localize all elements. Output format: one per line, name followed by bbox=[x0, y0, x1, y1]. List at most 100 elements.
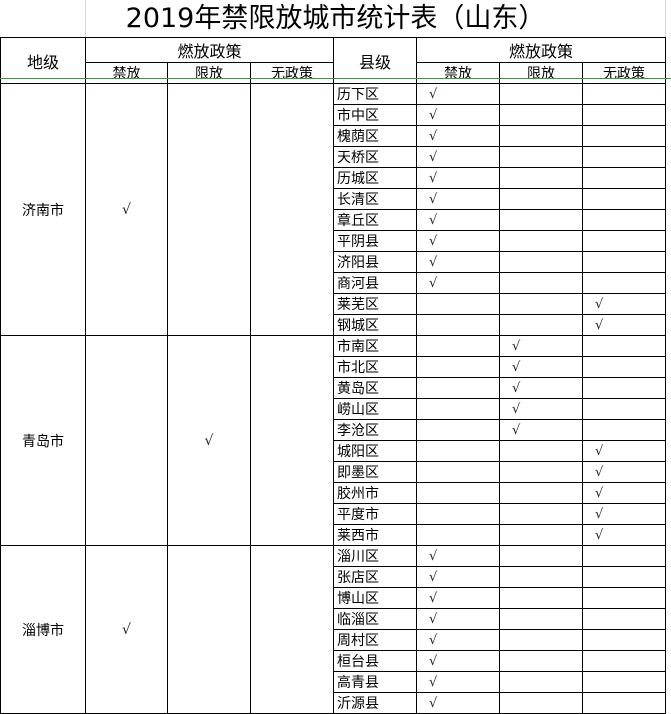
city-name[interactable]: 济南市 bbox=[0, 83, 86, 336]
county-name[interactable]: 临淄区 bbox=[333, 608, 417, 630]
county-policy-cell[interactable]: √ bbox=[499, 356, 583, 378]
county-policy-cell[interactable]: √ bbox=[416, 188, 500, 210]
county-name[interactable]: 历下区 bbox=[333, 83, 417, 105]
county-policy-cell[interactable] bbox=[582, 398, 666, 420]
county-policy-cell[interactable] bbox=[499, 650, 583, 672]
county-policy-cell[interactable]: √ bbox=[416, 608, 500, 630]
header-none[interactable]: 无政策 bbox=[250, 62, 334, 84]
city-policy-cell[interactable] bbox=[167, 83, 251, 336]
county-policy-cell[interactable] bbox=[499, 482, 583, 504]
county-policy-cell[interactable] bbox=[499, 608, 583, 630]
county-name[interactable]: 历城区 bbox=[333, 167, 417, 189]
county-name[interactable]: 李沧区 bbox=[333, 419, 417, 441]
county-policy-cell[interactable] bbox=[582, 419, 666, 441]
county-name[interactable]: 高青县 bbox=[333, 671, 417, 693]
county-policy-cell[interactable] bbox=[582, 587, 666, 609]
county-policy-cell[interactable]: √ bbox=[499, 335, 583, 357]
header-policy-group[interactable]: 燃放政策 bbox=[85, 37, 334, 63]
header-limit[interactable]: 限放 bbox=[499, 62, 583, 84]
county-policy-cell[interactable]: √ bbox=[416, 587, 500, 609]
county-policy-cell[interactable]: √ bbox=[499, 398, 583, 420]
county-policy-cell[interactable]: √ bbox=[416, 230, 500, 252]
county-name[interactable]: 市中区 bbox=[333, 104, 417, 126]
city-policy-cell[interactable] bbox=[85, 335, 168, 546]
county-policy-cell[interactable] bbox=[582, 272, 666, 294]
county-name[interactable]: 莱芜区 bbox=[333, 293, 417, 315]
county-policy-cell[interactable] bbox=[582, 545, 666, 567]
county-policy-cell[interactable] bbox=[499, 566, 583, 588]
county-policy-cell[interactable] bbox=[499, 251, 583, 273]
county-policy-cell[interactable] bbox=[416, 335, 500, 357]
county-name[interactable]: 张店区 bbox=[333, 566, 417, 588]
county-policy-cell[interactable] bbox=[499, 167, 583, 189]
county-policy-cell[interactable] bbox=[582, 377, 666, 399]
county-policy-cell[interactable] bbox=[582, 104, 666, 126]
city-policy-cell[interactable] bbox=[250, 83, 334, 336]
county-policy-cell[interactable]: √ bbox=[582, 461, 666, 483]
county-policy-cell[interactable]: √ bbox=[416, 83, 500, 105]
county-policy-cell[interactable] bbox=[582, 209, 666, 231]
county-policy-cell[interactable] bbox=[582, 650, 666, 672]
county-name[interactable]: 天桥区 bbox=[333, 146, 417, 168]
county-policy-cell[interactable] bbox=[416, 440, 500, 462]
county-name[interactable]: 市北区 bbox=[333, 356, 417, 378]
county-policy-cell[interactable] bbox=[499, 524, 583, 546]
county-name[interactable]: 章丘区 bbox=[333, 209, 417, 231]
header-ban[interactable]: 禁放 bbox=[416, 62, 500, 84]
county-name[interactable]: 黄岛区 bbox=[333, 377, 417, 399]
county-policy-cell[interactable]: √ bbox=[416, 209, 500, 231]
county-policy-cell[interactable] bbox=[582, 251, 666, 273]
county-name[interactable]: 钢城区 bbox=[333, 314, 417, 336]
county-policy-cell[interactable] bbox=[499, 314, 583, 336]
county-policy-cell[interactable]: √ bbox=[499, 377, 583, 399]
county-policy-cell[interactable] bbox=[416, 503, 500, 525]
county-name[interactable]: 商河县 bbox=[333, 272, 417, 294]
county-policy-cell[interactable] bbox=[582, 629, 666, 651]
header-ban[interactable]: 禁放 bbox=[85, 62, 168, 84]
county-name[interactable]: 槐荫区 bbox=[333, 125, 417, 147]
county-policy-cell[interactable] bbox=[499, 293, 583, 315]
county-policy-cell[interactable] bbox=[582, 167, 666, 189]
county-policy-cell[interactable] bbox=[499, 587, 583, 609]
county-policy-cell[interactable] bbox=[416, 377, 500, 399]
county-policy-cell[interactable]: √ bbox=[582, 440, 666, 462]
county-policy-cell[interactable] bbox=[416, 398, 500, 420]
county-policy-cell[interactable] bbox=[416, 293, 500, 315]
county-policy-cell[interactable] bbox=[416, 419, 500, 441]
county-policy-cell[interactable] bbox=[582, 692, 666, 714]
county-policy-cell[interactable] bbox=[499, 503, 583, 525]
county-policy-cell[interactable] bbox=[499, 272, 583, 294]
county-policy-cell[interactable]: √ bbox=[582, 293, 666, 315]
county-policy-cell[interactable] bbox=[499, 545, 583, 567]
county-policy-cell[interactable] bbox=[499, 230, 583, 252]
county-policy-cell[interactable]: √ bbox=[416, 167, 500, 189]
county-name[interactable]: 博山区 bbox=[333, 587, 417, 609]
county-policy-cell[interactable]: √ bbox=[582, 314, 666, 336]
county-policy-cell[interactable] bbox=[582, 83, 666, 105]
county-policy-cell[interactable]: √ bbox=[416, 650, 500, 672]
city-policy-cell[interactable]: √ bbox=[85, 545, 168, 714]
county-policy-cell[interactable] bbox=[499, 146, 583, 168]
county-name[interactable]: 胶州市 bbox=[333, 482, 417, 504]
county-name[interactable]: 市南区 bbox=[333, 335, 417, 357]
county-policy-cell[interactable] bbox=[499, 671, 583, 693]
county-policy-cell[interactable] bbox=[582, 188, 666, 210]
county-policy-cell[interactable]: √ bbox=[416, 146, 500, 168]
county-policy-cell[interactable] bbox=[582, 671, 666, 693]
county-policy-cell[interactable]: √ bbox=[582, 503, 666, 525]
county-name[interactable]: 沂源县 bbox=[333, 692, 417, 714]
county-policy-cell[interactable] bbox=[499, 629, 583, 651]
header-policy-group[interactable]: 燃放政策 bbox=[416, 37, 666, 63]
county-policy-cell[interactable] bbox=[499, 461, 583, 483]
county-policy-cell[interactable] bbox=[582, 125, 666, 147]
county-policy-cell[interactable] bbox=[582, 356, 666, 378]
city-policy-cell[interactable] bbox=[250, 545, 334, 714]
county-policy-cell[interactable]: √ bbox=[416, 104, 500, 126]
county-policy-cell[interactable] bbox=[416, 314, 500, 336]
county-policy-cell[interactable] bbox=[499, 125, 583, 147]
county-policy-cell[interactable] bbox=[582, 230, 666, 252]
county-policy-cell[interactable] bbox=[499, 104, 583, 126]
county-policy-cell[interactable] bbox=[499, 209, 583, 231]
header-none[interactable]: 无政策 bbox=[582, 62, 666, 84]
header-prefecture[interactable]: 地级 bbox=[0, 37, 86, 84]
